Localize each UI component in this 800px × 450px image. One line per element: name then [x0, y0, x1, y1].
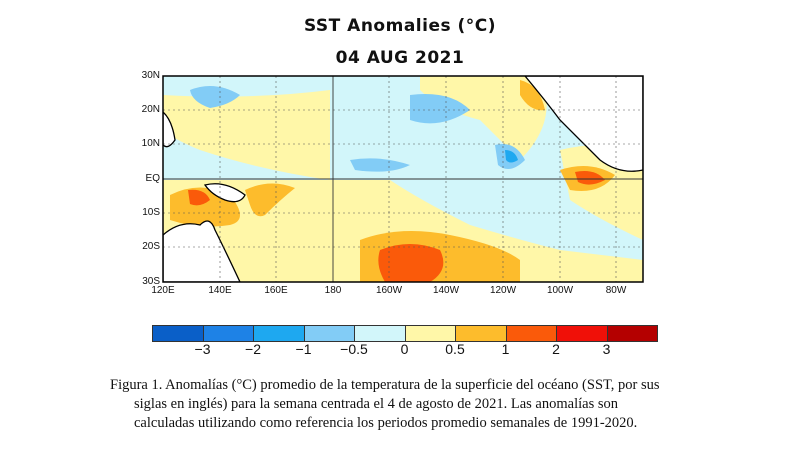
color-scale-swatch [304, 326, 355, 341]
lon-label: 160E [264, 285, 288, 296]
map-date: 04 AUG 2021 [335, 48, 465, 68]
land-australia [163, 220, 241, 282]
color-scale-label: −2 [245, 341, 261, 357]
lat-label: 10N [141, 138, 160, 149]
lat-label: 30S [142, 276, 160, 287]
anomaly-warm-west [163, 90, 330, 180]
anomaly-red-coast [575, 171, 605, 185]
color-scale-swatch [607, 326, 657, 341]
color-scale-swatch [456, 326, 507, 341]
color-scale-swatch [355, 326, 406, 341]
color-scale-label: 0 [400, 341, 409, 357]
anomaly-warm-ne [420, 76, 547, 160]
caption-line-1: Figura 1. Anomalías (°C) promedio de la … [110, 377, 660, 393]
color-scale-label: −3 [194, 341, 211, 357]
color-scale-swatch [254, 326, 305, 341]
anomaly-red-south [378, 244, 444, 282]
color-scale-label: 3 [602, 341, 611, 357]
anomaly-orange-baja [520, 80, 545, 111]
anomaly-red-png [188, 189, 210, 206]
color-scale-label: 0.5 [445, 341, 465, 357]
color-scale-swatch [203, 326, 254, 341]
caption-line-3: calculadas utilizando como referencia lo… [134, 415, 638, 431]
sst-anomaly-map [162, 75, 644, 283]
caption-line-2: siglas en inglés) para la semana centrad… [134, 396, 618, 412]
color-scale-swatch [153, 326, 204, 341]
color-scale-swatch [557, 326, 608, 341]
land-png [203, 183, 246, 203]
color-scale-label: −1 [295, 341, 312, 357]
lat-label: 10S [142, 207, 160, 218]
anomaly-orange-solomon [245, 183, 295, 217]
land-philippines [163, 111, 176, 148]
lat-label: 20S [142, 241, 160, 252]
color-scale-label: −0.5 [340, 341, 368, 357]
color-scale-swatch [506, 326, 557, 341]
anomaly-cool-eq [350, 158, 410, 172]
lat-label: 30N [141, 70, 160, 81]
lon-label: 180 [324, 285, 342, 296]
anomaly-cool-hawaii [410, 94, 470, 124]
lon-label: 100W [546, 285, 574, 296]
color-scale-label: 1 [501, 341, 510, 357]
color-scale-swatch [405, 326, 456, 341]
anomaly-cool-nw [190, 86, 240, 108]
land-americas [524, 76, 643, 172]
anomaly-cool-east-dark [505, 150, 518, 163]
lon-label: 140W [432, 285, 460, 296]
lon-label: 140E [208, 285, 232, 296]
lon-label: 120E [151, 285, 175, 296]
anomaly-warm-south [163, 180, 643, 282]
map-title: SST Anomalies (°C) [303, 16, 497, 36]
lon-label: 160W [375, 285, 403, 296]
lon-label: 80W [605, 285, 627, 296]
color-scale-label: 2 [552, 341, 560, 357]
lat-label: EQ [145, 173, 160, 184]
figure-caption: Figura 1. Anomalías (°C) promedio de la … [110, 376, 750, 433]
graticule [163, 76, 643, 282]
color-scale-bar [152, 325, 658, 342]
lon-label: 120W [489, 285, 517, 296]
lat-label: 20N [141, 104, 160, 115]
map-frame [162, 75, 644, 283]
